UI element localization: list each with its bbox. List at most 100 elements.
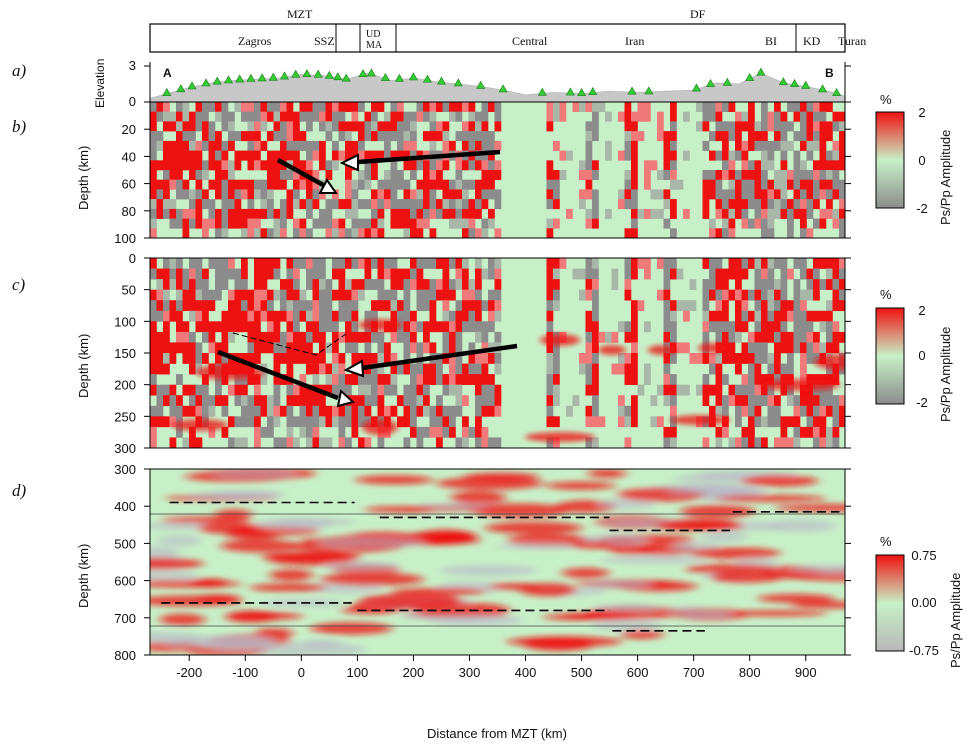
rf-cell [176,111,183,122]
rf-cell [234,199,242,210]
rf-cell [624,268,632,280]
rf-cell [423,160,430,171]
rf-cell [631,189,638,200]
panel-d-ytick-label: 300 [114,462,136,477]
rf-cell [163,150,170,161]
station-triangle [790,78,800,87]
rf-cell [624,150,632,161]
rf-cell [345,310,352,322]
rf-cell [670,426,677,438]
rf-cell [254,331,261,343]
rf-cell [754,208,762,219]
rf-cell [280,353,287,364]
arrow-c-west-head [336,389,356,408]
rf-cell [696,102,703,113]
rf-cell [195,121,203,132]
rf-cell [429,121,437,132]
rf-cell [631,121,638,132]
colorbar-c-tick-max: 2 [918,303,925,318]
rf-cell [462,218,469,229]
rf-cell [390,218,398,229]
rf-cell [410,384,417,396]
rf-cell [260,300,268,312]
rf-cell [761,395,768,407]
rf-cell [748,179,755,190]
rf-cell [663,300,671,312]
rf-cell [390,111,398,122]
rf-cell [254,300,261,312]
rf-cell [800,289,807,301]
rf-cell [787,179,794,190]
rf-cell [371,384,378,396]
rf-cell [553,353,560,364]
rf-cell [728,437,736,448]
rf-cell [345,374,352,385]
rf-cell [806,342,814,354]
rf-cell [728,131,736,142]
rf-cell [195,140,203,151]
rf-cell [819,111,827,122]
rf-cell [475,395,482,407]
rf-cell [403,321,411,333]
rf-cell [761,150,768,161]
rf-cell [254,218,261,229]
rf-cell [247,102,255,113]
rf-cell [390,353,398,364]
rf-cell [293,384,300,396]
rf-cell [423,279,430,290]
rf-cell [826,374,833,385]
rf-cell [761,218,768,229]
rf-cell [332,331,339,343]
rf-cell [813,268,820,280]
rf-cell [546,228,554,238]
rf-cell [806,228,814,238]
station-triangle [453,78,463,87]
rf-cell [709,321,716,333]
rf-cell [358,218,365,229]
rf-cell [670,228,677,238]
rf-cell [455,331,463,343]
rf-cell [306,199,313,210]
rf-cell [546,342,554,354]
rf-cell [715,300,723,312]
rf-cell [319,218,326,229]
rf-cell [475,437,482,448]
rf-cell [631,179,638,190]
rf-cell [728,102,736,113]
station-triangle [246,73,256,82]
station-triangle [436,76,446,85]
rf-cell [410,342,417,354]
rf-cell [299,228,307,238]
rf-cell [429,321,437,333]
rf-cell [806,131,814,142]
rf-cell [312,405,320,417]
rf-cell [325,363,333,375]
rf-cell [306,384,313,396]
rf-cell [254,102,261,113]
rf-cell [358,228,365,238]
rf-cell [429,160,437,171]
rf-cell [286,131,294,142]
rf-cell [767,395,775,407]
rf-cell [585,160,593,171]
rf-cell [423,179,430,190]
rf-cell [150,160,157,171]
rf-cell [195,342,203,354]
rf-cell [462,268,469,280]
rf-cell [280,131,287,142]
topography-area [149,72,846,103]
rf-cell [624,405,632,417]
rf-cell [741,121,749,132]
rf-cell [676,384,684,396]
rf-cell [735,300,742,312]
station-triangle [832,87,842,96]
rf-cell [800,199,807,210]
rf-cell [670,331,677,343]
rf-cell [813,170,820,181]
rf-cell [189,279,196,290]
migration-blob [323,561,401,571]
rf-cell [468,228,476,238]
rf-cell [767,279,775,290]
rf-cell [182,289,190,301]
rf-cell [741,170,749,181]
